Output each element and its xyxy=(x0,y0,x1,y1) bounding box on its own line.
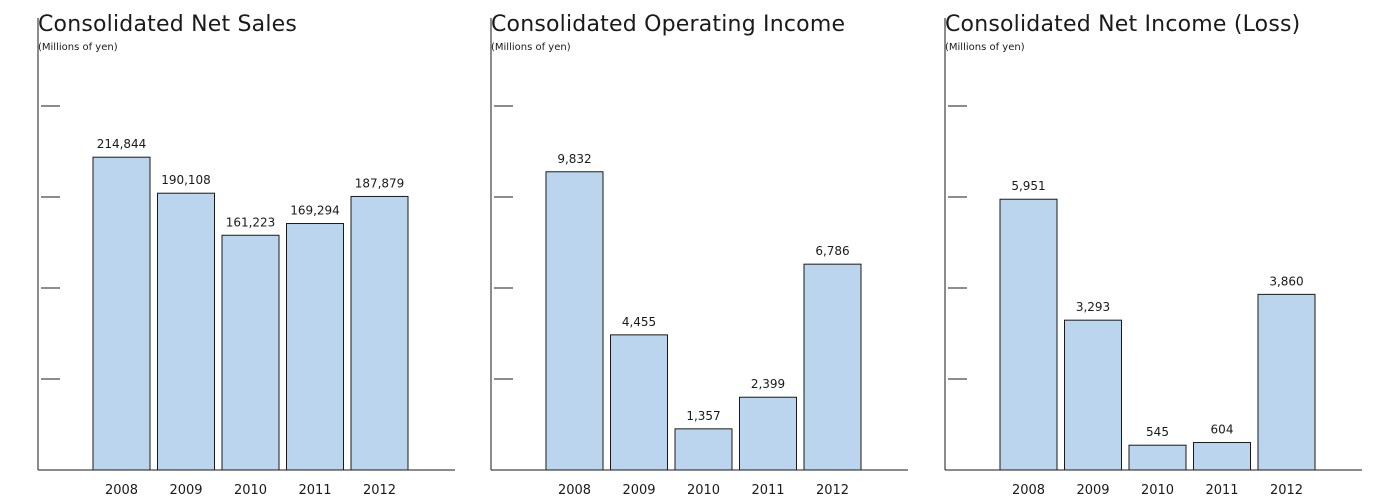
x-tick-label: 2012 xyxy=(363,483,396,497)
chart-title: Consolidated Net Sales xyxy=(38,12,298,37)
bar-value-label: 9,832 xyxy=(557,152,591,166)
x-tick-label: 2012 xyxy=(1270,483,1303,497)
x-tick-label: 2008 xyxy=(1012,483,1045,497)
bar-value-label: 187,879 xyxy=(355,176,405,190)
chart-unit-label: (Millions of yen) xyxy=(945,42,1025,53)
bar-value-label: 6,786 xyxy=(815,244,849,258)
chart-panel-net-sales: Consolidated Net Sales (Millions of yen)… xyxy=(30,0,470,497)
x-tick-label: 2010 xyxy=(234,483,267,497)
x-tick-label: 2009 xyxy=(622,483,655,497)
bar xyxy=(350,195,409,471)
x-tick-label: 2009 xyxy=(169,483,202,497)
x-tick-label: 2010 xyxy=(687,483,720,497)
bar xyxy=(1128,444,1187,471)
bar-value-label: 161,223 xyxy=(226,215,276,229)
bar xyxy=(610,334,668,471)
bar-value-label: 545 xyxy=(1146,425,1169,439)
chart-unit-label: (Millions of yen) xyxy=(491,42,571,53)
chart-svg: 9,832 2008 4,455 2009 1,357 2010 2,399 2011 6,78… xyxy=(490,18,908,497)
bar xyxy=(221,234,280,471)
bar-value-label: 3,293 xyxy=(1076,300,1110,314)
chart-title: Consolidated Operating Income xyxy=(491,12,846,37)
x-tick-label: 2008 xyxy=(105,483,138,497)
chart-panel-operating-income: Consolidated Operating Income (Millions … xyxy=(483,0,923,497)
bar xyxy=(157,192,215,471)
bar-value-label: 2,399 xyxy=(751,377,785,391)
bar xyxy=(1064,319,1122,471)
bar-value-label: 190,108 xyxy=(161,173,211,187)
x-tick-label: 2011 xyxy=(1205,483,1238,497)
chart-svg: 214,844 2008 190,108 2009 161,223 2010 169,294… xyxy=(37,18,455,497)
bar xyxy=(803,263,862,471)
bar-value-label: 4,455 xyxy=(622,315,656,329)
x-tick-label: 2012 xyxy=(816,483,849,497)
bar xyxy=(545,171,604,471)
bar xyxy=(286,223,344,471)
bar-value-label: 5,951 xyxy=(1011,179,1045,193)
x-tick-label: 2011 xyxy=(298,483,331,497)
bar-value-label: 1,357 xyxy=(686,409,720,423)
bar xyxy=(674,428,733,471)
bar xyxy=(1193,442,1251,471)
bar xyxy=(999,198,1058,471)
x-tick-label: 2011 xyxy=(751,483,784,497)
bar xyxy=(739,396,797,471)
bar-value-label: 214,844 xyxy=(97,137,147,151)
x-tick-label: 2009 xyxy=(1076,483,1109,497)
x-tick-label: 2008 xyxy=(558,483,591,497)
x-tick-label: 2010 xyxy=(1141,483,1174,497)
bar xyxy=(1257,293,1316,471)
chart-svg: 5,951 2008 3,293 2009 545 2010 604 2011 3,860 201… xyxy=(944,18,1362,497)
chart-panel-net-income: Consolidated Net Income (Loss) (Millions… xyxy=(937,0,1377,497)
bar-value-label: 604 xyxy=(1211,423,1234,437)
chart-unit-label: (Millions of yen) xyxy=(38,42,118,53)
bar-value-label: 169,294 xyxy=(290,204,340,218)
bar-value-label: 3,860 xyxy=(1269,274,1303,288)
bar xyxy=(92,156,151,471)
chart-title: Consolidated Net Income (Loss) xyxy=(945,12,1301,37)
